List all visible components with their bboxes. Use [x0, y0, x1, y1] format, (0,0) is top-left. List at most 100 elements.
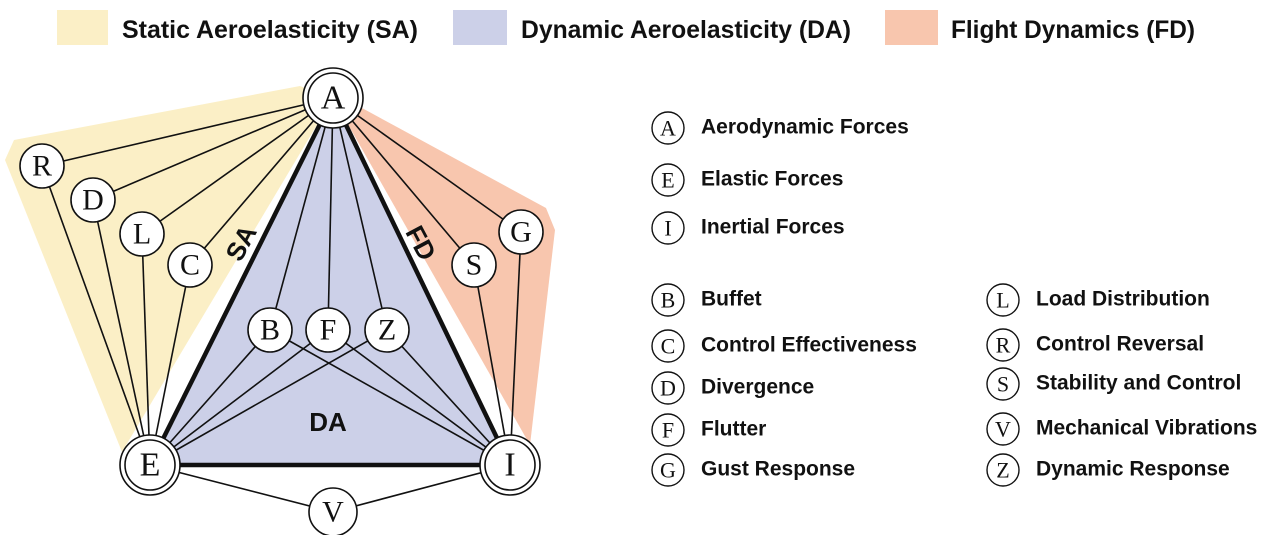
- edge: [327, 97, 334, 331]
- node-circle: [302, 67, 364, 129]
- key-symbol: B: [661, 288, 676, 313]
- edge: [189, 97, 334, 266]
- key-text: Buffet: [701, 288, 762, 311]
- node-circle: [119, 211, 165, 257]
- edge: [141, 97, 334, 235]
- edge: [269, 97, 334, 331]
- key-text: Divergence: [701, 376, 814, 399]
- key-text: Elastic Forces: [701, 168, 843, 191]
- connections: [41, 97, 522, 513]
- node-label: L: [133, 218, 151, 251]
- key-text: Load Distribution: [1036, 288, 1210, 311]
- region-da: [150, 98, 510, 465]
- key-text: Mechanical Vibrations: [1036, 417, 1257, 440]
- node-label: A: [321, 80, 346, 117]
- triangle-edges: [147, 96, 513, 468]
- region-fd: [333, 98, 555, 445]
- node-label: F: [320, 314, 337, 347]
- key-symbol: L: [996, 288, 1009, 313]
- node-circle: [451, 242, 497, 288]
- legend-swatch-da: [453, 10, 507, 45]
- edge: [332, 97, 475, 266]
- node-circle: [167, 242, 213, 288]
- key-symbol: F: [662, 418, 674, 443]
- key-circle: [986, 328, 1020, 362]
- edge: [473, 264, 511, 466]
- node-ring: [124, 439, 176, 491]
- node-label: Z: [378, 314, 396, 347]
- node-circle: [479, 434, 541, 496]
- edge: [92, 97, 334, 201]
- key-text: Flutter: [701, 418, 766, 441]
- key-circle: [651, 329, 685, 363]
- key-circle: [986, 412, 1020, 446]
- node-ring: [484, 439, 536, 491]
- node-label: S: [466, 249, 483, 282]
- key-text: Aerodynamic Forces: [701, 116, 909, 139]
- node-label: V: [322, 496, 344, 529]
- key-symbol: I: [664, 216, 671, 241]
- edge: [332, 97, 388, 331]
- region-label: DA: [309, 407, 347, 437]
- edge: [149, 464, 334, 513]
- key-circle: [651, 453, 685, 487]
- key-text: Inertial Forces: [701, 216, 845, 239]
- node-circle: [308, 487, 358, 535]
- key-text: Control Effectiveness: [701, 334, 917, 357]
- key-circle: [651, 283, 685, 317]
- edge: [92, 199, 151, 466]
- node-label: D: [82, 184, 104, 217]
- edge: [149, 264, 191, 466]
- legend-label: Static Aeroelasticity (SA): [122, 16, 418, 44]
- edge: [149, 329, 388, 466]
- edge: [269, 329, 511, 466]
- key-symbol: D: [660, 376, 676, 401]
- edge: [41, 97, 334, 167]
- node-circle: [19, 143, 65, 189]
- key-circle: [986, 283, 1020, 317]
- key-symbol: Z: [996, 458, 1009, 483]
- key-circle: [986, 453, 1020, 487]
- node-circle: [305, 307, 351, 353]
- node-label: B: [260, 314, 280, 347]
- edge: [41, 165, 151, 466]
- key-circle: [651, 413, 685, 447]
- node-circle: [247, 307, 293, 353]
- key-symbol: R: [996, 333, 1011, 358]
- key-symbol: E: [661, 168, 674, 193]
- node-label: C: [180, 249, 200, 282]
- node-circle: [119, 434, 181, 496]
- key-text: Control Reversal: [1036, 333, 1204, 356]
- key-symbol: G: [660, 458, 676, 483]
- key-text: Gust Response: [701, 458, 855, 481]
- legend-swatch-fd: [885, 10, 938, 45]
- edge: [149, 329, 329, 466]
- key-circle: [651, 163, 685, 197]
- key-text: Dynamic Response: [1036, 458, 1230, 481]
- key-circle: [651, 371, 685, 405]
- key-circle: [651, 111, 685, 145]
- legend-swatch-sa: [57, 10, 108, 45]
- key-symbol: A: [660, 116, 676, 141]
- key-symbol: V: [995, 417, 1011, 442]
- node-label: R: [32, 150, 52, 183]
- legend-label: Dynamic Aeroelasticity (DA): [521, 16, 851, 44]
- key-circle: [651, 211, 685, 245]
- edge: [332, 97, 522, 233]
- node-circle: [364, 307, 410, 353]
- node-circle: [70, 177, 116, 223]
- edge: [327, 329, 511, 466]
- edge: [141, 233, 151, 466]
- key-text: Stability and Control: [1036, 372, 1241, 395]
- key-symbol: S: [997, 372, 1009, 397]
- node-label: G: [510, 216, 532, 249]
- edge: [330, 97, 513, 466]
- key-symbol: C: [661, 334, 676, 359]
- edge: [509, 231, 522, 466]
- legend-label: Flight Dynamics (FD): [951, 16, 1195, 44]
- node-label: E: [140, 447, 161, 484]
- node-circle: [498, 209, 544, 255]
- node-label: I: [504, 447, 515, 484]
